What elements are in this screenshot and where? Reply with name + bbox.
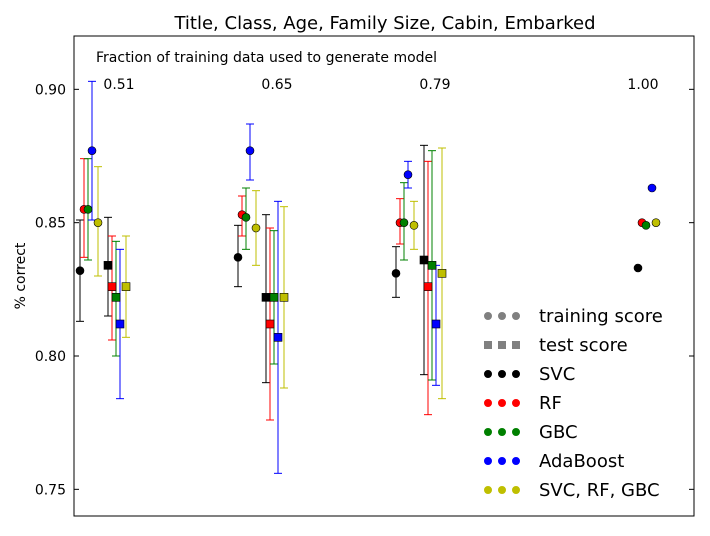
legend-marker [512, 486, 520, 494]
group-label: 0.51 [103, 77, 134, 93]
legend-label: test score [539, 335, 628, 356]
legend-marker [484, 486, 492, 494]
legend-marker [484, 457, 492, 465]
test-point [437, 269, 447, 278]
training-point [75, 266, 85, 275]
test-point [269, 293, 279, 302]
test-point [103, 261, 113, 270]
legend-marker [512, 457, 520, 465]
legend-marker [512, 428, 520, 436]
group-label: 1.00 [627, 77, 658, 93]
axes-frame [73, 35, 695, 517]
y-tick-label: 0.90 [35, 82, 66, 98]
legend-label: RF [539, 393, 562, 414]
legend-marker [484, 312, 492, 320]
legend-marker [498, 370, 506, 378]
training-point [233, 253, 243, 262]
test-point [111, 293, 121, 302]
training-point [83, 205, 93, 214]
legend-label: training score [539, 306, 663, 327]
y-tick-label: 0.80 [35, 349, 66, 365]
training-point [409, 221, 419, 230]
legend-marker [512, 341, 520, 349]
chart-subtitle: Fraction of training data used to genera… [96, 50, 437, 66]
test-point [273, 333, 283, 342]
legend-label: SVC, RF, GBC [539, 480, 660, 501]
legend-marker [498, 312, 506, 320]
legend-marker [498, 341, 506, 349]
test-point [431, 319, 441, 329]
training-point [251, 223, 261, 233]
test-point [427, 261, 437, 270]
training-point [93, 218, 103, 227]
test-point [279, 293, 289, 302]
y-tick-label: 0.75 [35, 482, 66, 498]
training-point [647, 183, 657, 193]
group-label: 0.65 [261, 77, 292, 93]
legend-label: SVC [539, 364, 575, 385]
training-point [641, 221, 651, 230]
training-point [651, 218, 661, 227]
plot-area: 0.75 0.80 0.85 0.90 0.51 0.65 0.79 1.00 training… [35, 35, 695, 517]
training-point [241, 213, 251, 222]
legend-marker [498, 428, 506, 436]
y-axis-label: % correct [13, 242, 29, 309]
training-point [399, 218, 409, 227]
test-point [423, 282, 433, 291]
legend-label: AdaBoost [539, 451, 624, 472]
legend-marker [512, 399, 520, 407]
test-point [265, 319, 275, 329]
test-point [261, 293, 271, 302]
legend-marker [498, 486, 506, 494]
legend-marker [512, 370, 520, 378]
training-point [245, 146, 255, 155]
test-point [121, 282, 131, 291]
legend-marker [484, 341, 492, 349]
test-point [419, 255, 429, 265]
legend-marker [484, 428, 492, 436]
test-point [115, 319, 125, 329]
legend-marker [484, 370, 492, 378]
training-point [87, 146, 97, 155]
legend-marker [512, 312, 520, 320]
training-point [391, 269, 401, 278]
y-tick-label: 0.85 [35, 216, 66, 232]
training-point [403, 170, 413, 179]
legend-marker [498, 399, 506, 407]
group-label: 0.79 [419, 77, 450, 93]
legend-marker [484, 399, 492, 407]
legend-label: GBC [539, 422, 578, 443]
training-point [633, 263, 643, 273]
legend-marker [498, 457, 506, 465]
chart-title: Title, Class, Age, Family Size, Cabin, E… [173, 13, 595, 34]
test-point [107, 282, 117, 291]
